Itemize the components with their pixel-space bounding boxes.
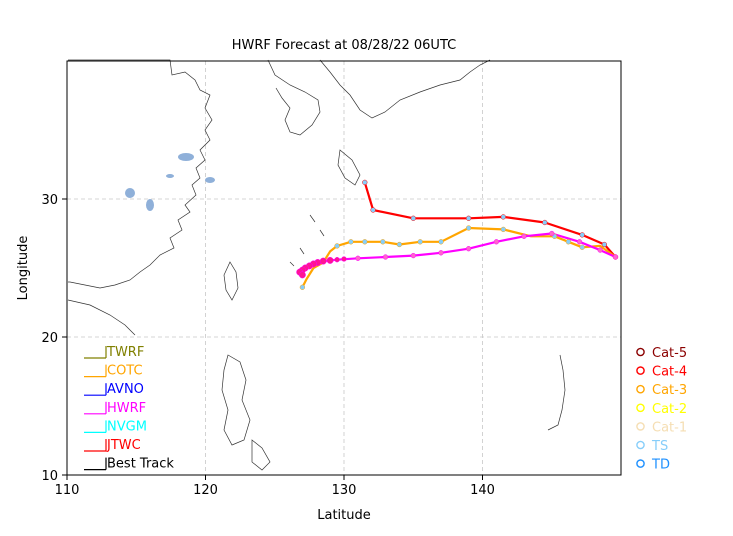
y-tick-label: 30 [41,193,58,208]
track-point-hwrf [521,233,527,239]
grid-lines [67,61,621,475]
y-tick-label: 10 [41,469,58,484]
track-point-jtwc [579,232,585,238]
category-label: Cat-4 [652,365,687,380]
legend-label: COTC [107,364,143,379]
model-legend: TWRF COTC AVNO HWRF NVGM JTWC Best Track [84,345,174,472]
track-point-cotc [396,241,403,248]
kyushu-coast [337,149,361,186]
category-label: Cat-2 [652,402,687,417]
x-axis-ticks: 110 120 130 140 [55,475,495,498]
x-tick-label: 110 [55,483,80,498]
legend-label: AVNO [107,382,144,397]
track-point-hwrf [438,250,444,256]
track-point-cotc [565,239,572,245]
ryukyu-islands [289,214,325,267]
x-axis-label: Latitude [317,508,371,523]
track-point-hwrf [341,256,347,262]
category-marker [636,347,645,357]
track-point-hwrf [612,254,619,260]
track-point-jtwc [465,215,472,221]
plot-area [67,59,621,475]
track-point-hwrf [576,239,583,245]
x-tick-label: 120 [193,483,218,498]
track-point-jtwc [370,207,376,213]
track-point-jtwc [601,241,608,248]
korea-coast [267,59,321,136]
category-label: Cat-5 [652,346,687,361]
japan-coast [319,59,491,119]
category-legend: Cat-5 Cat-4 Cat-3 Cat-2 Cat-1 TS TD [636,346,687,473]
luzon-coast [221,354,251,446]
track-point-cotc [579,244,585,250]
south-china-coast [67,299,136,336]
track-point-hwrf [465,246,472,252]
category-label: Cat-1 [652,420,687,435]
y-tick-label: 20 [41,331,58,346]
track-point-cotc [299,284,306,290]
track-point-hwrf [382,254,389,260]
category-label: TS [651,439,668,454]
track-point-cotc [362,239,368,245]
track-point-cotc [380,239,386,245]
mariana-islands [547,354,566,431]
track-point-hwrf [493,239,500,245]
track-point-cotc [465,225,472,231]
coastline-map [67,59,566,471]
track-point-hwrf [355,255,361,261]
y-axis-label: Longitude [16,236,31,301]
track-point-cotc [500,226,506,233]
track-point-jtwc [542,219,548,226]
legend-label: Best Track [107,457,174,472]
category-marker [636,366,645,375]
track-point-cotc [417,239,423,245]
track-point-hwrf [326,256,334,264]
mainland-coast [68,59,213,289]
track-point-jtwc [500,214,506,220]
y-axis-ticks: 10 20 30 [41,193,67,484]
taiwan-coast [223,261,239,301]
legend-label: JTWC [106,438,141,453]
x-tick-label: 140 [470,483,495,498]
category-marker [636,384,645,394]
lakes [125,153,215,211]
track-point-cotc [348,239,354,245]
category-label: Cat-3 [652,383,687,398]
visayas-coast [251,439,271,471]
x-tick-label: 130 [332,483,357,498]
track-point-jtwc [362,179,368,186]
chart-title: HWRF Forecast at 08/28/22 06UTC [232,38,456,53]
track-point-hwrf [549,230,555,237]
track-point-hwrf [597,247,603,253]
track-point-cotc [334,243,340,249]
track-point-cotc [438,239,444,245]
track-point-hwrf [410,252,416,259]
legend-label: HWRF [107,401,146,416]
legend-label: NVGM [107,419,147,434]
track-point-hwrf [298,271,306,279]
category-marker [636,403,645,413]
track-point-jtwc [410,215,416,221]
category-marker [636,459,645,468]
track-point-hwrf [334,257,340,263]
marker-layer [296,179,619,290]
legend-label: TWRF [106,345,144,360]
category-marker [636,422,645,431]
category-marker [636,440,645,450]
category-label: TD [651,458,670,473]
